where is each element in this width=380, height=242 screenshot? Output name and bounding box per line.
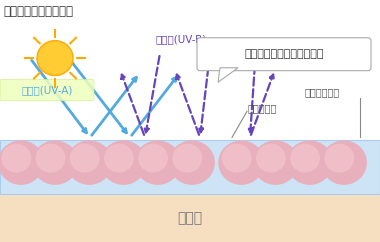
FancyArrowPatch shape	[199, 56, 210, 132]
FancyArrowPatch shape	[67, 55, 127, 133]
Circle shape	[256, 144, 286, 173]
Bar	[0, 194, 380, 242]
Circle shape	[36, 144, 65, 173]
Circle shape	[321, 140, 367, 185]
FancyArrowPatch shape	[121, 75, 144, 135]
Text: 紫外線(UV-B): 紫外線(UV-B)	[155, 34, 206, 44]
Circle shape	[37, 41, 73, 76]
Circle shape	[169, 140, 215, 185]
Circle shape	[70, 144, 100, 173]
Circle shape	[100, 140, 147, 185]
Circle shape	[104, 144, 134, 173]
Circle shape	[218, 140, 264, 185]
Circle shape	[287, 140, 333, 185]
Circle shape	[138, 144, 168, 173]
Circle shape	[66, 140, 112, 185]
Circle shape	[290, 144, 320, 173]
Polygon shape	[218, 68, 238, 82]
FancyArrowPatch shape	[251, 75, 274, 135]
Circle shape	[2, 144, 31, 173]
Circle shape	[0, 140, 44, 185]
Text: 紫外線吸収剤: 紫外線吸収剤	[305, 87, 340, 97]
FancyBboxPatch shape	[197, 38, 371, 71]
Circle shape	[222, 144, 252, 173]
Text: 熱エネルギーに変えて放出: 熱エネルギーに変えて放出	[244, 49, 324, 59]
Text: 日焼け止め: 日焼け止め	[248, 103, 277, 113]
Text: 紫外線カットの仕組み: 紫外線カットの仕組み	[4, 5, 74, 18]
FancyArrowPatch shape	[249, 66, 255, 132]
Circle shape	[173, 144, 202, 173]
Bar	[0, 140, 380, 194]
FancyArrowPatch shape	[176, 75, 199, 135]
Circle shape	[252, 140, 299, 185]
Circle shape	[32, 140, 78, 185]
Circle shape	[325, 144, 354, 173]
FancyArrowPatch shape	[32, 60, 87, 133]
Text: 紫外線(UV-A): 紫外線(UV-A)	[21, 85, 73, 95]
Text: 皮　膚: 皮 膚	[177, 211, 203, 225]
FancyArrowPatch shape	[132, 77, 176, 135]
FancyArrowPatch shape	[92, 77, 136, 135]
FancyBboxPatch shape	[0, 79, 94, 101]
FancyArrowPatch shape	[145, 56, 160, 132]
Circle shape	[135, 140, 181, 185]
